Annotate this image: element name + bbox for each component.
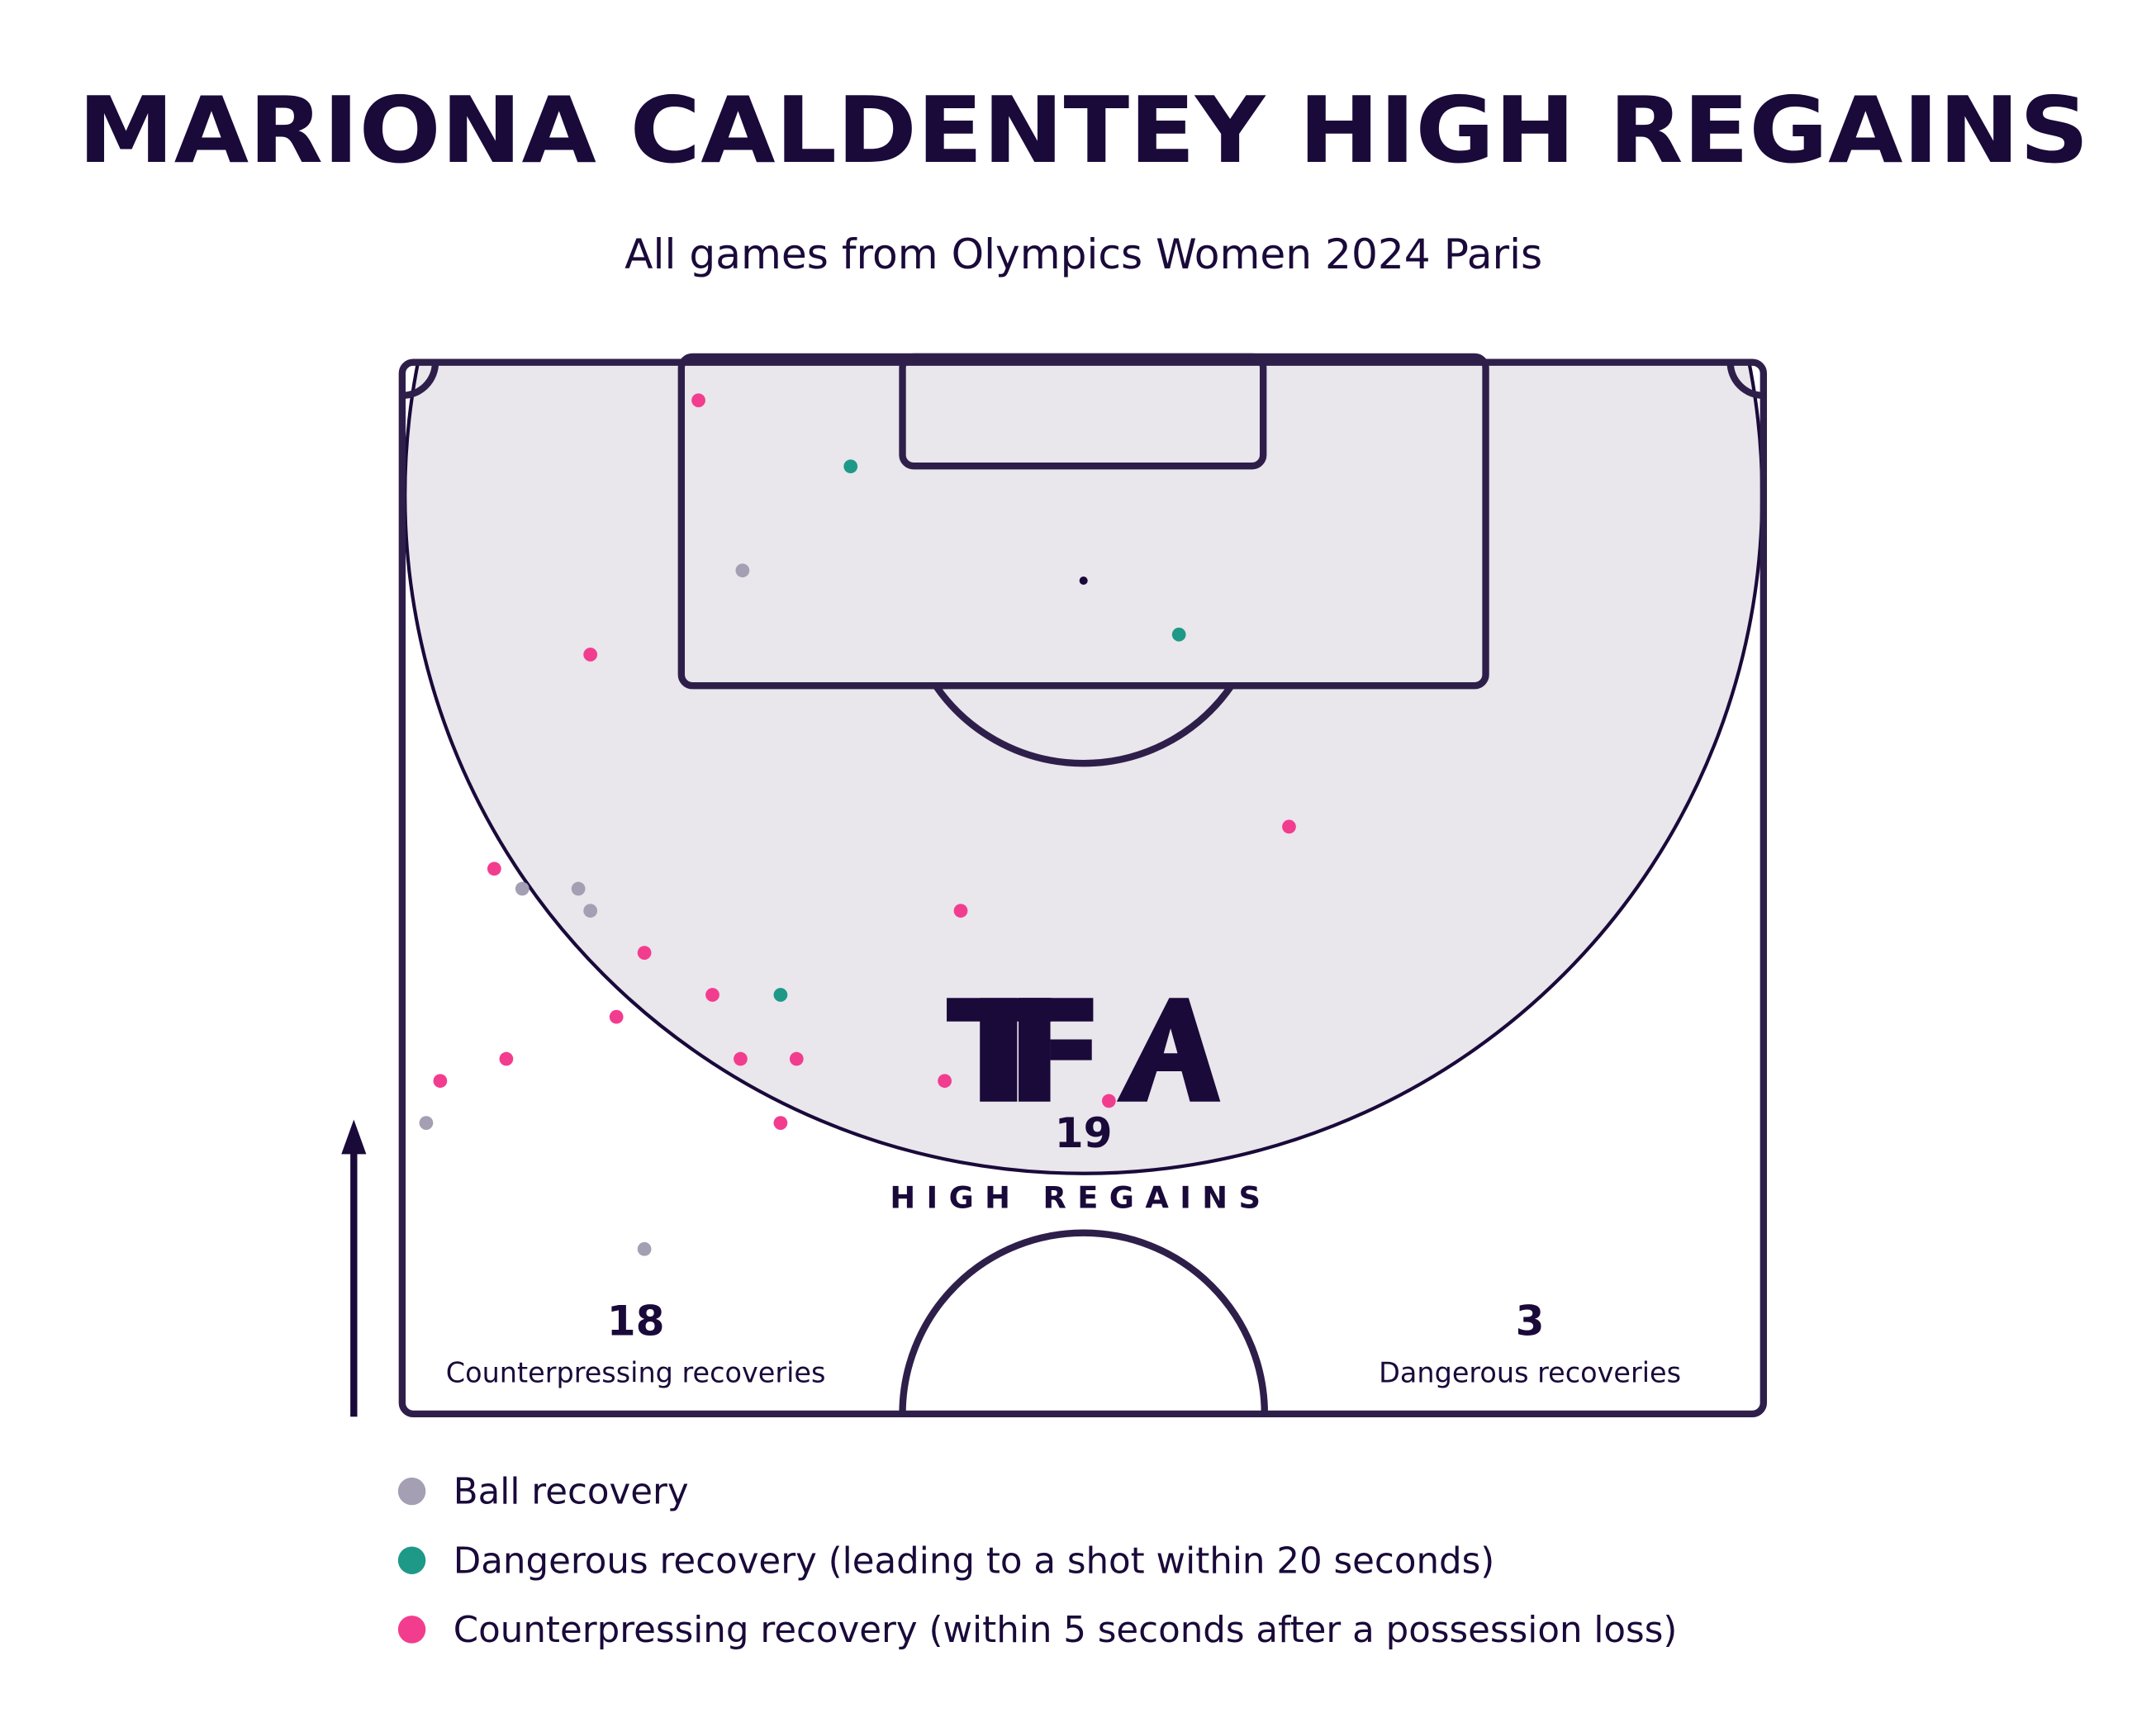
ball-point	[419, 1116, 434, 1130]
pitch-outline	[398, 358, 1768, 1418]
attack-direction-arrow-icon	[341, 1119, 367, 1417]
counterpress-point	[499, 1051, 514, 1066]
legend-label-dangerous: Dangerous recovery (leading to a shot wi…	[454, 1540, 1495, 1582]
counterpress-point	[609, 1009, 624, 1024]
legend-marker-ball	[397, 1477, 426, 1506]
six-yard-box	[899, 353, 1267, 470]
corner-arc-right	[1726, 362, 1764, 399]
legend-marker-dangerous	[397, 1546, 426, 1574]
penalty-arc	[933, 683, 1235, 767]
logo-letter-f-stem	[1019, 998, 1051, 1102]
legend-label-counterpress: Counterpressing recovery (within 5 secon…	[454, 1610, 1678, 1651]
dangerous-point	[1171, 627, 1186, 642]
ball-point	[515, 881, 530, 896]
chart-title: MARIONA CALDENTEY HIGH REGAINS	[78, 78, 2089, 184]
counterpress-point	[1282, 819, 1296, 834]
left-stat-value: 18	[607, 1297, 665, 1345]
dangerous-point	[843, 459, 858, 474]
legend-label-ball: Ball recovery	[454, 1472, 689, 1513]
counterpress-point	[953, 904, 968, 918]
ball-point	[583, 904, 598, 918]
chart-subtitle: All games from Olympics Women 2024 Paris	[624, 230, 1542, 278]
corner-arc-left	[401, 362, 439, 399]
center-stat-value: 19	[1055, 1108, 1113, 1157]
legend-marker-counterpress	[397, 1616, 426, 1644]
ball-point	[735, 563, 750, 578]
ball-point	[637, 1241, 652, 1256]
dangerous-point	[773, 988, 788, 1002]
tfa-logo	[947, 998, 1221, 1102]
counterpress-point	[637, 946, 652, 960]
counterpress-point	[1101, 1094, 1116, 1108]
counterpress-point	[734, 1051, 748, 1066]
counterpress-point	[705, 988, 719, 1002]
penalty-spot	[1079, 576, 1088, 586]
logo-letter-t-stem	[980, 998, 1018, 1102]
ball-point	[571, 881, 586, 896]
counterpress-point	[938, 1074, 952, 1089]
counterpress-point	[789, 1051, 804, 1066]
logo-letter-a-counter	[1163, 1028, 1178, 1054]
counterpress-point	[773, 1116, 788, 1130]
points-layer	[419, 393, 1296, 1256]
right-stat-label: Dangerous recoveries	[1379, 1356, 1681, 1388]
right-stat-value: 3	[1516, 1297, 1545, 1345]
counterpress-point	[433, 1074, 448, 1089]
center-circle	[899, 1229, 1269, 1414]
counterpress-point	[583, 648, 598, 662]
counterpress-point	[487, 861, 501, 876]
logo-letter-f-mid	[1050, 1039, 1092, 1061]
left-stat-label: Counterpressing recoveries	[446, 1356, 826, 1388]
center-stat-label: HIGH REGAINS	[890, 1180, 1271, 1216]
legend: Ball recovery Dangerous recovery (leading…	[397, 1472, 1678, 1651]
counterpress-point	[691, 393, 705, 408]
